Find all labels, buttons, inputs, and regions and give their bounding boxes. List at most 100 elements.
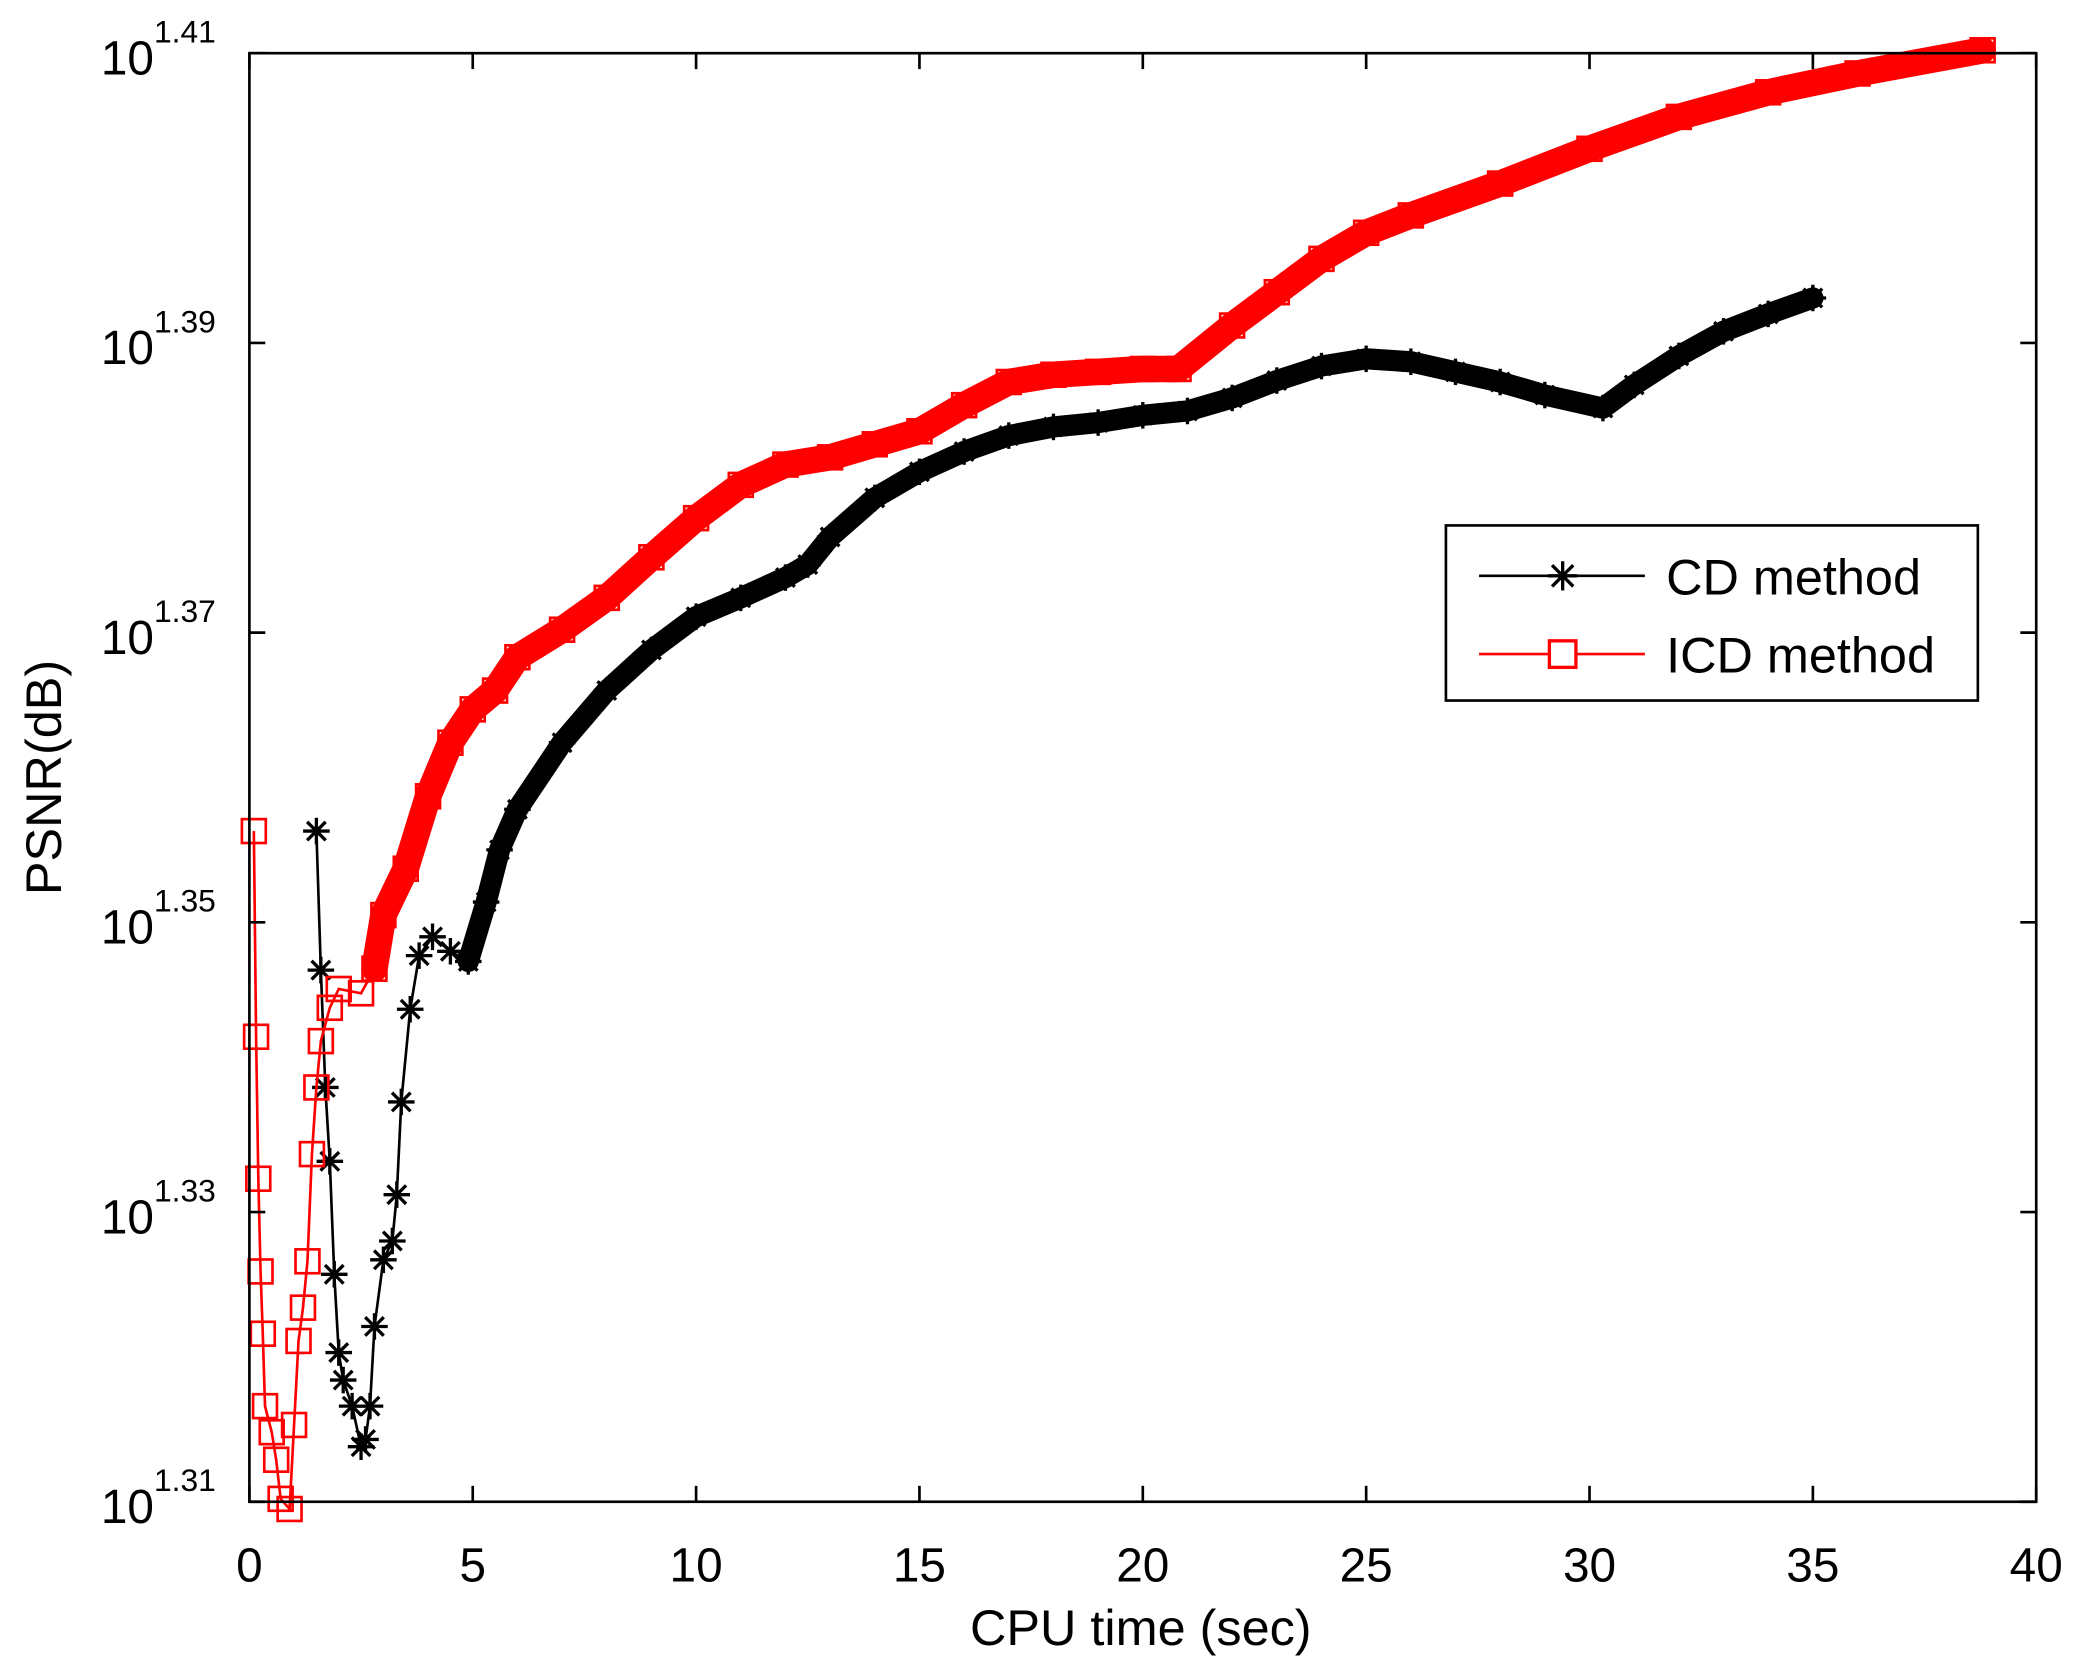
data-point-square [1754, 79, 1782, 106]
data-point-square [548, 616, 576, 643]
data-point-square [1040, 361, 1067, 389]
data-point-square [298, 1140, 326, 1168]
data-point-asterisk [338, 1392, 366, 1420]
data-point-asterisk [1129, 402, 1157, 429]
data-point-asterisk [906, 458, 933, 486]
data-point-square [950, 391, 978, 419]
data-point-asterisk [1397, 348, 1425, 375]
legend-label-cd: CD method [1666, 548, 1921, 605]
data-point-asterisk [1486, 368, 1514, 396]
y-tick-label: 101.37 [101, 593, 216, 665]
data-point-asterisk [1174, 397, 1201, 425]
data-point-asterisk [329, 1366, 357, 1394]
y-tick-label: 101.33 [101, 1172, 216, 1244]
data-point-square [245, 1165, 272, 1192]
x-tick-label: 5 [459, 1539, 486, 1592]
data-point-asterisk [1084, 409, 1112, 436]
legend: CD method ICD method [1444, 524, 1980, 702]
data-point-asterisk [486, 836, 513, 864]
data-point-asterisk [1040, 413, 1067, 441]
data-point-asterisk [325, 1339, 352, 1366]
data-point-square [1397, 202, 1425, 229]
data-point-asterisk [504, 796, 531, 823]
data-point-asterisk [316, 1148, 344, 1175]
x-tick-label: 30 [1563, 1539, 1616, 1592]
data-point-asterisk [1531, 381, 1559, 409]
data-point-square [504, 643, 531, 671]
data-point-square [316, 994, 344, 1022]
data-point-square [285, 1327, 312, 1355]
x-axis-label: CPU time (sec) [970, 1599, 1312, 1656]
data-point-asterisk [816, 523, 844, 551]
data-point-square [347, 980, 375, 1007]
data-point-square [370, 901, 397, 929]
data-point-square [1084, 358, 1112, 386]
data-point-square [240, 817, 268, 845]
data-point-asterisk [388, 1088, 415, 1116]
data-point-asterisk [361, 1313, 388, 1340]
data-point-square [995, 368, 1023, 396]
data-point-asterisk [396, 995, 424, 1023]
data-point-asterisk [455, 948, 482, 975]
data-point-asterisk [593, 677, 621, 704]
data-point-asterisk [1799, 284, 1827, 312]
data-point-asterisk [1218, 384, 1246, 412]
data-point-square [1165, 355, 1192, 383]
data-point-asterisk [682, 603, 710, 630]
x-tick-label: 20 [1116, 1539, 1169, 1592]
y-tick-label: 101.41 [101, 14, 216, 86]
data-point-asterisk [638, 636, 665, 664]
asterisk-icon [1548, 561, 1578, 591]
data-point-square [280, 1411, 308, 1439]
data-point-square [437, 729, 464, 756]
data-point-square [307, 1027, 335, 1055]
y-tick-label: 101.39 [101, 303, 216, 375]
data-point-asterisk [548, 729, 576, 756]
data-point-square [1969, 37, 1996, 64]
legend-label-icd: ICD method [1666, 627, 1935, 684]
legend-box [1444, 524, 1980, 702]
data-point-square [727, 471, 755, 499]
data-point-asterisk [1589, 394, 1617, 422]
x-tick-label: 0 [236, 1539, 263, 1592]
data-point-square [251, 1392, 279, 1420]
data-point-asterisk [772, 564, 799, 591]
x-tick-label: 10 [670, 1539, 723, 1592]
square-icon [1547, 639, 1578, 670]
y-tick-label: 101.31 [101, 1462, 216, 1534]
data-point-asterisk [437, 938, 464, 965]
data-point-asterisk [1710, 318, 1737, 345]
data-point-square [392, 855, 420, 882]
data-point-square [638, 544, 665, 571]
data-point-square [1665, 103, 1693, 131]
data-point-square [1129, 355, 1157, 383]
data-point-square [1844, 60, 1871, 87]
data-point-square [303, 1074, 330, 1101]
data-point-square [1218, 312, 1246, 339]
data-point-asterisk [370, 1246, 397, 1274]
series-cd [303, 284, 1827, 1460]
axis-ticks: 0 5 10 15 20 25 30 35 40 101.31 101.33 101.35 101.37… [101, 14, 2063, 1593]
series-layer [240, 37, 1996, 1523]
data-point-asterisk [1754, 300, 1782, 328]
data-point-square [294, 1248, 321, 1275]
data-point-square [276, 1495, 303, 1523]
data-point-asterisk [1352, 345, 1380, 373]
y-axis-label: PSNR(dB) [15, 660, 72, 895]
data-point-asterisk [1263, 367, 1291, 394]
data-point-square [861, 431, 889, 458]
data-point-square [1486, 170, 1514, 197]
data-point-asterisk [472, 888, 500, 916]
data-point-square [267, 1485, 294, 1513]
data-point-asterisk [352, 1426, 379, 1453]
data-point-square [414, 783, 442, 810]
data-point-asterisk [861, 484, 889, 512]
data-point-asterisk [727, 584, 755, 612]
data-point-square [258, 1418, 285, 1446]
data-point-asterisk [347, 1433, 375, 1460]
data-point-square [1308, 245, 1335, 273]
data-point-asterisk [383, 1181, 411, 1208]
data-point-asterisk [1665, 342, 1693, 370]
x-tick-label: 40 [2010, 1539, 2063, 1592]
